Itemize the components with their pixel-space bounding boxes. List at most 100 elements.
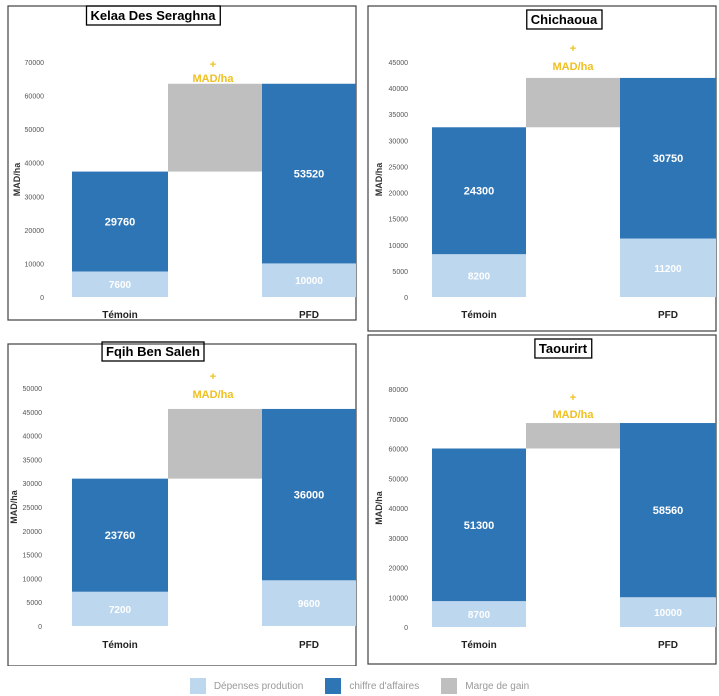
bar-gain — [526, 423, 620, 449]
bar-pfd-expenses — [620, 597, 716, 627]
y-tick-label: 50000 — [25, 127, 45, 134]
chart-title-box — [534, 338, 593, 359]
gain-label-unit: MAD/ha — [553, 61, 595, 73]
bar-temoin-revenue — [72, 171, 168, 272]
gain-label-plus: + — [570, 43, 576, 55]
bar-pfd-expenses — [620, 238, 716, 297]
y-tick-label: 5000 — [392, 269, 408, 276]
chart-panel-4: Taourirt 0 10000 20000 30000 40000 50000 60000 7… — [366, 333, 719, 666]
y-tick-label: 10000 — [23, 576, 43, 583]
y-axis-label: MAD/ha — [9, 489, 19, 523]
bar-pfd-revenue — [262, 83, 356, 264]
y-tick-label: 40000 — [25, 161, 45, 168]
legend-label-gain: Marge de gain — [465, 680, 530, 692]
data-label-temoin-expenses: 8700 — [468, 610, 491, 621]
y-tick-label: 80000 — [389, 387, 409, 394]
bar-pfd-revenue — [262, 408, 356, 581]
y-tick-label: 5000 — [26, 600, 42, 607]
chart-panel-1: Kelaa Des Seraghna 0 10000 20000 30000 40000 5… — [0, 0, 366, 333]
gain-label-unit: MAD/ha — [193, 389, 235, 401]
bar-temoin-revenue — [72, 478, 168, 592]
chart-kelaa-des-seraghna: Kelaa Des Seraghna 0 10000 20000 30000 40000 5… — [7, 5, 357, 321]
data-label-pfd-expenses: 11200 — [654, 264, 682, 275]
chart-panel-3: Fqih Ben Saleh 0 5000 10000 15000 20000 25000 3… — [0, 340, 366, 666]
data-label-pfd-revenue: 53520 — [294, 169, 325, 181]
gain-label-unit: MAD/ha — [553, 409, 595, 421]
y-tick-label: 10000 — [389, 595, 409, 602]
chart-title: Fqih Ben Saleh — [106, 344, 200, 359]
bar-pfd-expenses — [262, 263, 356, 297]
legend-swatch-gain — [441, 678, 458, 694]
y-tick-label: 40000 — [389, 86, 409, 93]
bar-gain — [526, 77, 620, 128]
y-tick-label: 30000 — [389, 138, 409, 145]
y-tick-label: 40000 — [389, 506, 409, 513]
data-label-pfd-revenue: 30750 — [653, 153, 684, 165]
bar-gain — [168, 408, 262, 479]
data-label-pfd-expenses: 10000 — [295, 276, 323, 287]
chart-fqih-ben-saleh: Fqih Ben Saleh 0 5000 10000 15000 20000 25000 3… — [7, 341, 357, 666]
legend-label-expenses: Dépenses prodution — [213, 680, 304, 692]
y-tick-label: 60000 — [25, 94, 45, 101]
y-axis-label: MAD/ha — [374, 162, 384, 196]
y-tick-label: 0 — [40, 295, 44, 302]
chart-title-box — [85, 5, 221, 26]
legend-item-revenue: chiffre d'affaires — [325, 678, 419, 694]
bar-pfd-revenue — [620, 77, 716, 239]
data-label-temoin-expenses: 7200 — [109, 605, 132, 616]
x-tick-label: Témoin — [461, 310, 497, 321]
chart-title: Taourirt — [539, 341, 588, 356]
y-tick-label: 70000 — [389, 417, 409, 424]
y-tick-label: 0 — [404, 625, 408, 632]
bar-pfd-revenue — [620, 423, 716, 598]
data-label-temoin-revenue: 29760 — [105, 217, 136, 229]
chart-chichaoua: Chichaoua 0 5000 10000 15000 20000 25000 30000 3… — [367, 5, 717, 332]
x-tick-label: Témoin — [461, 640, 497, 651]
data-label-temoin-revenue: 23760 — [105, 530, 136, 542]
y-tick-label: 35000 — [389, 112, 409, 119]
y-tick-label: 20000 — [23, 529, 43, 536]
y-tick-label: 0 — [38, 624, 42, 631]
y-tick-label: 30000 — [25, 194, 45, 201]
y-tick-label: 20000 — [25, 228, 45, 235]
y-tick-label: 10000 — [25, 261, 45, 268]
chart-title: Chichaoua — [531, 12, 598, 27]
bar-temoin-expenses — [432, 601, 526, 627]
y-tick-label: 50000 — [23, 386, 43, 393]
gain-label-plus: + — [570, 392, 576, 404]
gain-label-plus: + — [210, 371, 216, 383]
legend-swatch-expenses — [189, 678, 206, 694]
x-tick-label: PFD — [658, 640, 678, 651]
y-tick-label: 50000 — [389, 476, 409, 483]
y-tick-label: 60000 — [389, 447, 409, 454]
bar-pfd-expenses — [262, 580, 356, 626]
y-tick-label: 15000 — [389, 217, 409, 224]
legend: Dépenses prodution chiffre d'affaires Ma… — [0, 676, 719, 696]
bar-temoin-expenses — [432, 254, 526, 297]
data-label-temoin-revenue: 24300 — [464, 186, 495, 198]
chart-title: Kelaa Des Seraghna — [90, 8, 216, 23]
x-tick-label: Témoin — [102, 310, 138, 321]
y-tick-label: 25000 — [23, 505, 43, 512]
bar-temoin-expenses — [72, 591, 168, 626]
y-axis-label: MAD/ha — [12, 162, 22, 196]
y-tick-label: 10000 — [389, 243, 409, 250]
bar-temoin-revenue — [432, 448, 526, 602]
y-tick-label: 45000 — [389, 60, 409, 67]
bar-temoin-expenses — [72, 271, 168, 297]
y-tick-label: 0 — [404, 295, 408, 302]
y-tick-label: 15000 — [23, 553, 43, 560]
data-label-temoin-expenses: 8200 — [468, 272, 491, 283]
data-label-temoin-expenses: 7600 — [109, 280, 132, 291]
gain-label-unit: MAD/ha — [193, 73, 235, 85]
x-tick-label: PFD — [299, 310, 319, 321]
x-tick-label: PFD — [299, 640, 319, 651]
legend-label-revenue: chiffre d'affaires — [349, 680, 420, 692]
data-label-pfd-expenses: 10000 — [654, 608, 682, 619]
bar-temoin-revenue — [432, 127, 526, 255]
data-label-pfd-revenue: 36000 — [294, 490, 325, 502]
y-tick-label: 20000 — [389, 566, 409, 573]
legend-item-gain: Marge de gain — [441, 678, 529, 694]
y-tick-label: 40000 — [23, 434, 43, 441]
y-tick-label: 20000 — [389, 191, 409, 198]
